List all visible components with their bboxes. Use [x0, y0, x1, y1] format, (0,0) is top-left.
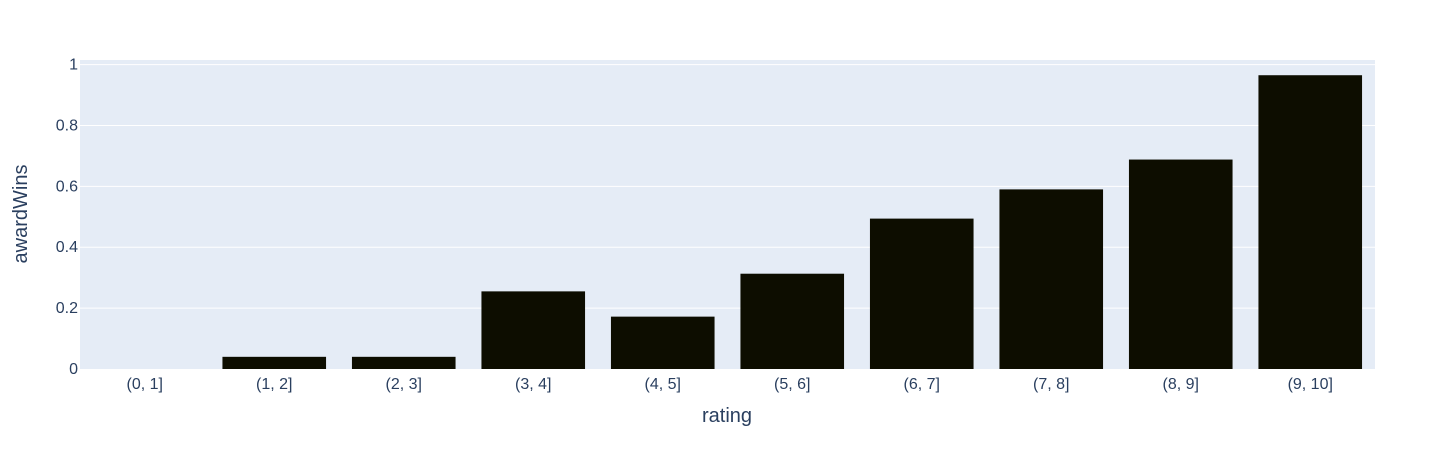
x-tick-label: (8, 9]	[1163, 376, 1199, 393]
bar	[610, 316, 715, 369]
y-tick-label: 0.8	[56, 117, 78, 134]
bar	[869, 218, 974, 369]
x-tick-label: (2, 3]	[386, 376, 422, 393]
x-tick-label: (5, 6]	[774, 376, 810, 393]
x-tick-label: (1, 2]	[256, 376, 292, 393]
x-tick-label: (0, 1]	[127, 376, 163, 393]
y-tick-label: 0.6	[56, 178, 78, 195]
x-axis-title: rating	[702, 405, 752, 427]
y-axis-title: awardWins	[10, 165, 32, 264]
x-tick-labels: (0, 1] (1, 2] (2, 3] (3, 4] (4, 5] (5, 6] (6, …	[127, 376, 1333, 393]
x-tick-label: (3, 4]	[515, 376, 551, 393]
bar	[1128, 159, 1233, 369]
x-tick-label: (7, 8]	[1033, 376, 1069, 393]
y-tick-labels: 0 0.2 0.4 0.6 0.8 1	[56, 57, 78, 378]
bar	[740, 273, 845, 369]
bar	[222, 356, 327, 369]
x-tick-label: (4, 5]	[645, 376, 681, 393]
bar	[481, 291, 586, 369]
bar	[351, 356, 456, 369]
x-tick-label: (9, 10]	[1288, 376, 1333, 393]
bars	[222, 75, 1363, 369]
y-tick-label: 0.2	[56, 300, 78, 317]
y-tick-label: 0	[69, 361, 78, 378]
bar	[999, 189, 1104, 369]
bar	[1258, 75, 1363, 369]
x-tick-label: (6, 7]	[904, 376, 940, 393]
y-tick-label: 1	[69, 57, 78, 74]
y-tick-label: 0.4	[56, 239, 78, 256]
